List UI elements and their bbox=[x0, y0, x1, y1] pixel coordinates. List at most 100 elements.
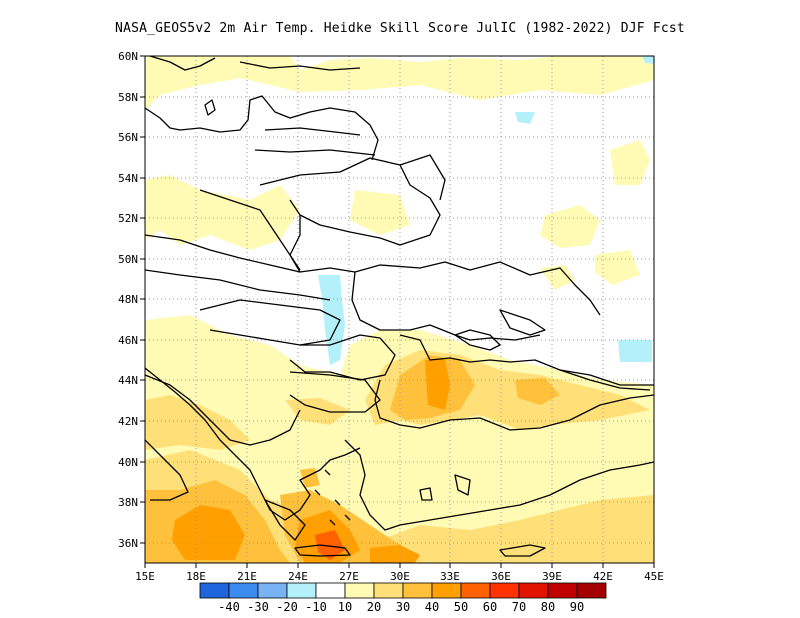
colorbar-label: 10 bbox=[338, 600, 352, 614]
colorbar-label: 50 bbox=[454, 600, 468, 614]
shade-10-20 bbox=[540, 205, 600, 248]
lon-label: 15E bbox=[135, 570, 155, 583]
colorbar-box bbox=[489, 582, 520, 599]
shade-30-40 bbox=[515, 378, 560, 405]
ukraine-south bbox=[351, 271, 541, 341]
colorbar-box bbox=[228, 582, 259, 599]
figure-title: NASA_GEOS5v2 2m Air Temp. Heidke Skill S… bbox=[115, 21, 685, 36]
peloponnese bbox=[264, 499, 306, 541]
latvia-border bbox=[254, 149, 376, 156]
lat-label: 38N bbox=[118, 496, 138, 509]
colorbar-label: -40 bbox=[218, 600, 240, 614]
colorbar-box bbox=[344, 582, 375, 599]
colorbar-label: 70 bbox=[512, 600, 526, 614]
greece bbox=[234, 447, 361, 521]
shade-neg-10-20 bbox=[515, 112, 535, 124]
lat-label: 60N bbox=[118, 50, 138, 63]
lon-label: 42E bbox=[593, 570, 613, 583]
balkans-west bbox=[145, 374, 301, 446]
graticule bbox=[145, 56, 654, 563]
shade-40-50 bbox=[370, 545, 420, 563]
colorbar: -40 -30 -20 -10 10 20 30 40 50 60 70 80 … bbox=[199, 582, 607, 614]
black-sea-north bbox=[399, 334, 651, 391]
lon-label: 33E bbox=[440, 570, 460, 583]
lon-label: 21E bbox=[237, 570, 257, 583]
adriatic-coast bbox=[145, 367, 236, 456]
lat-label: 40N bbox=[118, 456, 138, 469]
poland-border bbox=[199, 189, 301, 271]
shade-20-30 bbox=[285, 398, 350, 425]
turkey-aegean bbox=[344, 439, 654, 531]
lon-label: 24E bbox=[288, 570, 308, 583]
lon-label: 45E bbox=[644, 570, 664, 583]
shade-10-20 bbox=[145, 175, 300, 250]
shade-50-60 bbox=[315, 530, 345, 560]
lat-label: 52N bbox=[118, 212, 138, 225]
colorbar-label: 30 bbox=[396, 600, 410, 614]
colorbar-boxes bbox=[199, 582, 607, 599]
shade-10-20 bbox=[145, 56, 654, 110]
lat-label: 56N bbox=[118, 131, 138, 144]
colorbar-box bbox=[199, 582, 230, 599]
crimea bbox=[454, 329, 501, 351]
lon-label: 18E bbox=[186, 570, 206, 583]
lon-label: 39E bbox=[542, 570, 562, 583]
russia-east bbox=[399, 154, 446, 201]
finland-gulf bbox=[239, 61, 361, 71]
colorbar-box bbox=[576, 582, 607, 599]
bulgaria bbox=[289, 371, 381, 413]
cyprus bbox=[499, 544, 546, 557]
colorbar-label: 40 bbox=[425, 600, 439, 614]
lat-label: 42N bbox=[118, 415, 138, 428]
lon-label: 36E bbox=[491, 570, 511, 583]
colorbar-label: 20 bbox=[367, 600, 381, 614]
shade-neg-10-20 bbox=[618, 340, 652, 362]
colorbar-box bbox=[460, 582, 491, 599]
shade-neg-10-20 bbox=[642, 56, 654, 64]
italy-boot bbox=[145, 439, 189, 501]
colorbar-label: 60 bbox=[483, 600, 497, 614]
lat-label: 58N bbox=[118, 91, 138, 104]
lat-label: 48N bbox=[118, 293, 138, 306]
shade-20-30 bbox=[145, 395, 250, 450]
colorbar-label: 80 bbox=[541, 600, 555, 614]
lon-label: 27E bbox=[339, 570, 359, 583]
shade-40-50 bbox=[425, 358, 450, 410]
colorbar-label: -30 bbox=[247, 600, 269, 614]
hungary bbox=[199, 299, 341, 346]
lat-label: 36N bbox=[118, 537, 138, 550]
shade-40-50 bbox=[172, 505, 245, 560]
czech-slovak bbox=[145, 269, 331, 301]
colorbar-box bbox=[547, 582, 578, 599]
scandinavia-coast bbox=[149, 56, 216, 71]
lon-label: 30E bbox=[390, 570, 410, 583]
colorbar-box bbox=[257, 582, 288, 599]
shade-10-20 bbox=[595, 250, 640, 285]
coastlines-borders bbox=[145, 56, 654, 557]
gotland bbox=[204, 99, 216, 116]
estonia-border bbox=[264, 127, 361, 136]
skill-score-shading bbox=[145, 56, 654, 563]
lake-1 bbox=[454, 474, 471, 496]
colorbar-label: 90 bbox=[570, 600, 584, 614]
colorbar-box bbox=[431, 582, 462, 599]
lat-label: 44N bbox=[118, 374, 138, 387]
aegean-islands bbox=[314, 469, 351, 526]
axis-ticks bbox=[140, 55, 655, 568]
colorbar-label: -20 bbox=[276, 600, 298, 614]
colorbar-box bbox=[286, 582, 317, 599]
crete bbox=[294, 544, 351, 557]
shade-10-20 bbox=[610, 140, 650, 185]
belarus-border bbox=[259, 157, 441, 246]
lake-2 bbox=[419, 487, 433, 501]
poland-south bbox=[145, 234, 301, 273]
shade-10-20 bbox=[350, 190, 410, 235]
lat-label: 46N bbox=[118, 334, 138, 347]
colorbar-box bbox=[518, 582, 549, 599]
lat-label: 54N bbox=[118, 172, 138, 185]
lat-label: 50N bbox=[118, 253, 138, 266]
colorbar-box bbox=[402, 582, 433, 599]
baltic-coast bbox=[145, 95, 379, 161]
